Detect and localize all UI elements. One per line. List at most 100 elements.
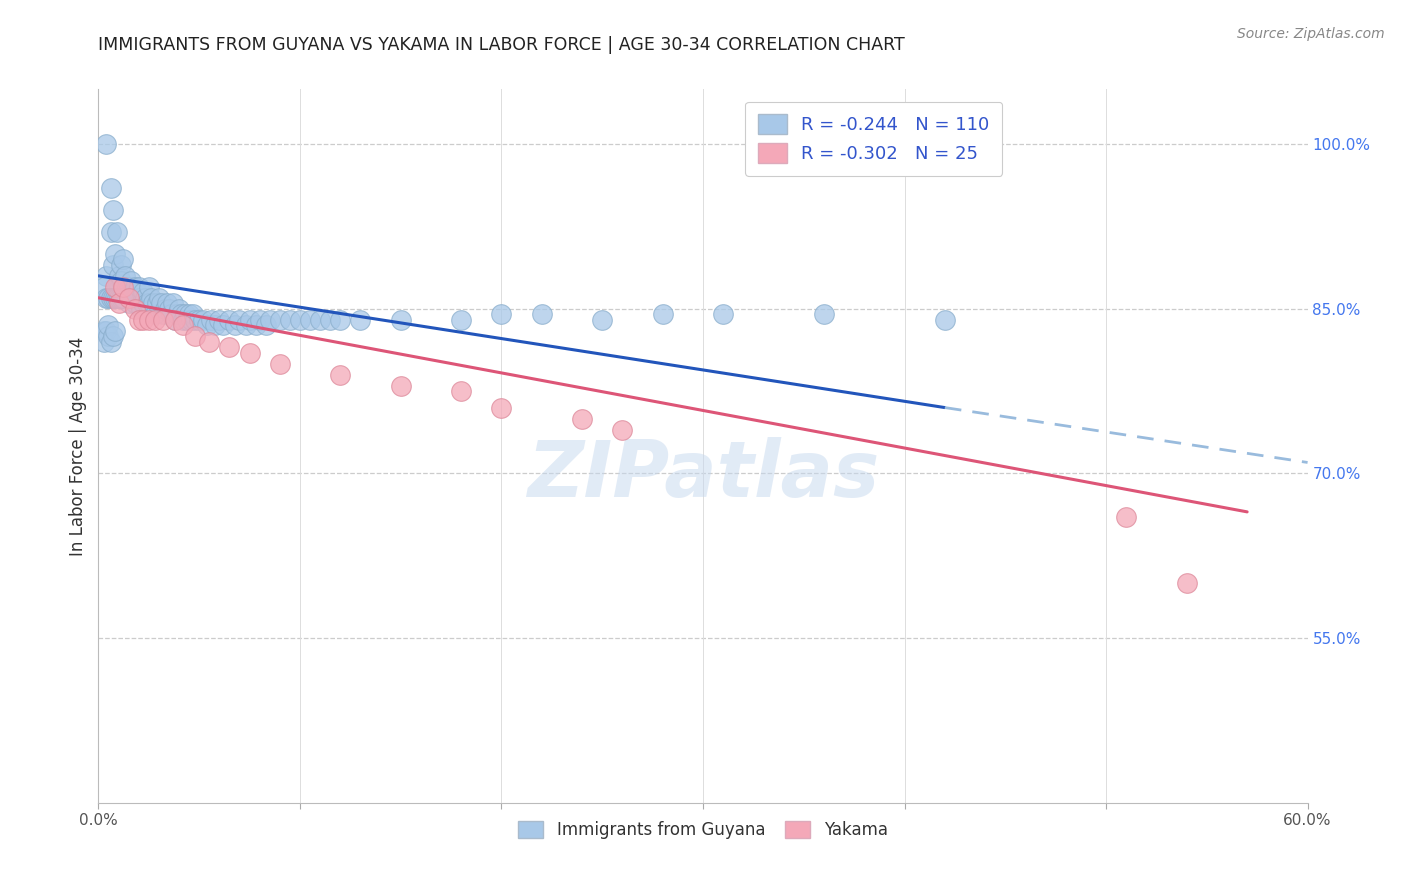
Point bbox=[389, 312, 412, 326]
Point bbox=[184, 329, 207, 343]
Point bbox=[149, 296, 172, 310]
Point bbox=[172, 318, 194, 333]
Point bbox=[124, 301, 146, 316]
Point bbox=[103, 324, 125, 338]
Point bbox=[138, 280, 160, 294]
Point bbox=[329, 368, 352, 382]
Point bbox=[105, 291, 128, 305]
Point bbox=[212, 318, 235, 333]
Point bbox=[389, 378, 412, 392]
Point bbox=[103, 280, 125, 294]
Point bbox=[143, 312, 166, 326]
Point bbox=[96, 268, 118, 283]
Point bbox=[139, 291, 162, 305]
Point bbox=[100, 225, 122, 239]
Point bbox=[111, 252, 134, 267]
Point bbox=[101, 258, 124, 272]
Point bbox=[100, 291, 122, 305]
Point bbox=[96, 137, 118, 152]
Point bbox=[105, 280, 128, 294]
Point bbox=[142, 296, 165, 310]
Point bbox=[349, 312, 371, 326]
Point bbox=[146, 296, 169, 310]
Point bbox=[208, 312, 231, 326]
Point bbox=[288, 312, 311, 326]
Point bbox=[571, 411, 593, 425]
Point bbox=[124, 296, 146, 310]
Point bbox=[96, 291, 118, 305]
Point bbox=[118, 296, 141, 310]
Point bbox=[107, 296, 129, 310]
Point bbox=[612, 423, 634, 437]
Point bbox=[934, 312, 956, 326]
Point bbox=[591, 312, 613, 326]
Point bbox=[135, 296, 157, 310]
Point bbox=[278, 312, 301, 326]
Point bbox=[299, 312, 322, 326]
Point bbox=[132, 285, 155, 300]
Point bbox=[198, 334, 221, 349]
Point bbox=[259, 312, 281, 326]
Point bbox=[121, 285, 143, 300]
Point bbox=[97, 291, 120, 305]
Point bbox=[152, 307, 174, 321]
Point bbox=[111, 291, 134, 305]
Point bbox=[148, 291, 170, 305]
Point bbox=[111, 280, 134, 294]
Point bbox=[101, 329, 124, 343]
Point bbox=[711, 307, 734, 321]
Text: IMMIGRANTS FROM GUYANA VS YAKAMA IN LABOR FORCE | AGE 30-34 CORRELATION CHART: IMMIGRANTS FROM GUYANA VS YAKAMA IN LABO… bbox=[98, 36, 905, 54]
Point bbox=[1175, 576, 1198, 591]
Point bbox=[120, 291, 142, 305]
Point bbox=[125, 285, 148, 300]
Point bbox=[491, 401, 513, 415]
Point bbox=[97, 329, 120, 343]
Point bbox=[491, 307, 513, 321]
Legend: Immigrants from Guyana, Yakama: Immigrants from Guyana, Yakama bbox=[512, 814, 894, 846]
Point bbox=[103, 247, 125, 261]
Point bbox=[107, 291, 129, 305]
Point bbox=[813, 307, 835, 321]
Point bbox=[110, 258, 132, 272]
Point bbox=[143, 307, 166, 321]
Point bbox=[450, 384, 472, 398]
Point bbox=[249, 312, 271, 326]
Point bbox=[160, 307, 183, 321]
Point bbox=[120, 274, 142, 288]
Point bbox=[118, 291, 141, 305]
Point bbox=[153, 301, 176, 316]
Point bbox=[172, 312, 194, 326]
Point bbox=[103, 291, 125, 305]
Point bbox=[319, 312, 342, 326]
Point bbox=[1115, 510, 1137, 524]
Point bbox=[530, 307, 553, 321]
Point bbox=[100, 181, 122, 195]
Point bbox=[309, 312, 332, 326]
Point bbox=[152, 312, 174, 326]
Point bbox=[110, 291, 132, 305]
Point bbox=[269, 357, 291, 371]
Point bbox=[228, 312, 250, 326]
Point bbox=[93, 334, 115, 349]
Point bbox=[167, 301, 190, 316]
Point bbox=[204, 318, 226, 333]
Point bbox=[157, 301, 180, 316]
Point bbox=[174, 307, 197, 321]
Point bbox=[101, 202, 124, 217]
Point bbox=[105, 225, 128, 239]
Point bbox=[93, 280, 115, 294]
Point bbox=[235, 318, 257, 333]
Point bbox=[114, 268, 136, 283]
Text: Source: ZipAtlas.com: Source: ZipAtlas.com bbox=[1237, 27, 1385, 41]
Point bbox=[218, 340, 240, 354]
Point bbox=[128, 280, 150, 294]
Point bbox=[269, 312, 291, 326]
Point bbox=[179, 307, 201, 321]
Point bbox=[129, 301, 152, 316]
Point bbox=[132, 296, 155, 310]
Point bbox=[245, 318, 267, 333]
Point bbox=[107, 280, 129, 294]
Y-axis label: In Labor Force | Age 30-34: In Labor Force | Age 30-34 bbox=[69, 336, 87, 556]
Point bbox=[193, 312, 215, 326]
Point bbox=[138, 296, 160, 310]
